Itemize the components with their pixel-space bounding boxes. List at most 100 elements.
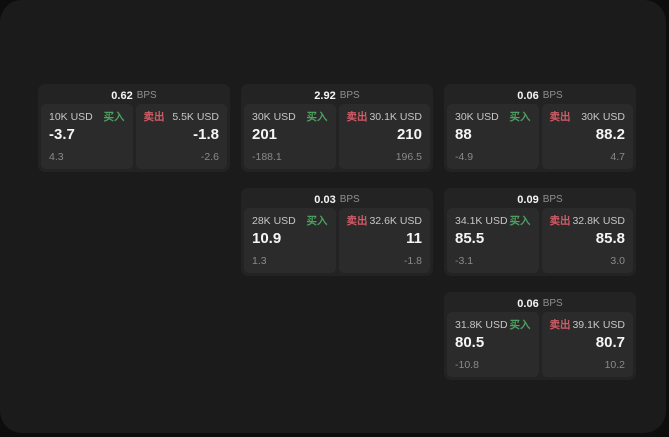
spread-unit: BPS [542, 90, 563, 101]
sell-tile-top-row: 卖出 30.1K USD [347, 111, 423, 123]
spread-value: 2.92 [314, 89, 336, 102]
buy-side-label: 买入 [306, 111, 328, 123]
spread-value: 0.62 [111, 89, 133, 102]
buy-tile[interactable]: 30K USD 买入 201 -188.1 [244, 104, 336, 169]
sell-side-label: 卖出 [549, 319, 571, 331]
buy-side-label: 买入 [509, 319, 531, 331]
buy-price: 10.9 [252, 230, 282, 247]
buy-delta: -10.8 [455, 359, 479, 371]
sell-notional: 30K USD [581, 111, 625, 123]
sell-notional: 5.5K USD [172, 111, 219, 123]
sell-notional: 30.1K USD [369, 111, 422, 123]
quote-card: 0.06 BPS 30K USD 买入 88 -4.9 卖出 30K USD [444, 84, 636, 172]
buy-delta: -188.1 [252, 151, 282, 163]
buy-price: -3.7 [49, 126, 75, 143]
sell-side-label: 卖出 [346, 215, 368, 227]
sell-price: 88.2 [595, 126, 625, 143]
buy-price: 88 [455, 126, 472, 143]
buy-delta: 1.3 [252, 255, 267, 267]
quote-card-body: 34.1K USD 买入 85.5 -3.1 卖出 32.8K USD 85.8… [447, 208, 633, 273]
sell-delta: 3.0 [610, 255, 625, 267]
quote-card: 2.92 BPS 30K USD 买入 201 -188.1 卖出 30.1K … [241, 84, 433, 172]
buy-notional: 10K USD [49, 111, 93, 123]
sell-price: 210 [396, 126, 422, 143]
buy-delta: -4.9 [455, 151, 474, 163]
quote-card-body: 30K USD 买入 88 -4.9 卖出 30K USD 88.2 4.7 [447, 104, 633, 169]
sell-tile-top-row: 卖出 30K USD [550, 111, 626, 123]
sell-delta: 196.5 [395, 151, 422, 163]
buy-notional: 28K USD [252, 215, 296, 227]
sell-price: 80.7 [595, 334, 625, 351]
sell-tile-top-row: 卖出 32.6K USD [347, 215, 423, 227]
quote-card: 0.03 BPS 28K USD 买入 10.9 1.3 卖出 32.6K US… [241, 188, 433, 276]
spread-unit: BPS [542, 298, 563, 309]
sell-tile[interactable]: 卖出 32.6K USD 11 -1.8 [338, 208, 430, 273]
spread-header: 0.06 BPS [447, 295, 633, 312]
buy-price: 80.5 [455, 334, 485, 351]
quote-card: 0.62 BPS 10K USD 买入 -3.7 4.3 卖出 5.5K USD [38, 84, 230, 172]
sell-tile[interactable]: 卖出 30.1K USD 210 196.5 [338, 104, 430, 169]
spread-unit: BPS [542, 194, 563, 205]
spread-value: 0.06 [517, 297, 539, 310]
buy-delta: -3.1 [455, 255, 474, 267]
sell-price: -1.8 [193, 126, 219, 143]
buy-tile[interactable]: 10K USD 买入 -3.7 4.3 [41, 104, 133, 169]
sell-side-label: 卖出 [346, 111, 368, 123]
spread-unit: BPS [339, 194, 360, 205]
spread-unit: BPS [136, 90, 157, 101]
spread-header: 0.06 BPS [447, 87, 633, 104]
quote-card: 0.09 BPS 34.1K USD 买入 85.5 -3.1 卖出 32.8K… [444, 188, 636, 276]
buy-tile-top-row: 34.1K USD 买入 [455, 215, 531, 227]
buy-notional: 31.8K USD [455, 319, 508, 331]
sell-delta: -2.6 [200, 151, 219, 163]
sell-tile[interactable]: 卖出 39.1K USD 80.7 10.2 [541, 312, 633, 377]
sell-side-label: 卖出 [549, 215, 571, 227]
sell-price: 11 [406, 230, 422, 247]
quote-card-body: 30K USD 买入 201 -188.1 卖出 30.1K USD 210 1… [244, 104, 430, 169]
sell-price: 85.8 [595, 230, 625, 247]
sell-tile-top-row: 卖出 32.8K USD [550, 215, 626, 227]
sell-delta: -1.8 [403, 255, 422, 267]
buy-notional: 30K USD [252, 111, 296, 123]
spread-unit: BPS [339, 90, 360, 101]
buy-side-label: 买入 [509, 111, 531, 123]
buy-side-label: 买入 [103, 111, 125, 123]
spread-value: 0.06 [517, 89, 539, 102]
buy-price: 85.5 [455, 230, 485, 247]
buy-tile[interactable]: 31.8K USD 买入 80.5 -10.8 [447, 312, 539, 377]
buy-price: 201 [252, 126, 278, 143]
buy-tile-top-row: 10K USD 买入 [49, 111, 125, 123]
sell-tile-top-row: 卖出 5.5K USD [144, 111, 220, 123]
buy-notional: 34.1K USD [455, 215, 508, 227]
spread-header: 0.62 BPS [41, 87, 227, 104]
quote-card-body: 31.8K USD 买入 80.5 -10.8 卖出 39.1K USD 80.… [447, 312, 633, 377]
sell-delta: 10.2 [604, 359, 625, 371]
buy-side-label: 买入 [509, 215, 531, 227]
buy-side-label: 买入 [306, 215, 328, 227]
buy-tile-top-row: 30K USD 买入 [455, 111, 531, 123]
buy-tile-top-row: 28K USD 买入 [252, 215, 328, 227]
spread-value: 0.03 [314, 193, 336, 206]
sell-delta: 4.7 [610, 151, 625, 163]
quote-card: 0.06 BPS 31.8K USD 买入 80.5 -10.8 卖出 39.1… [444, 292, 636, 380]
sell-tile[interactable]: 卖出 30K USD 88.2 4.7 [541, 104, 633, 169]
sell-tile[interactable]: 卖出 32.8K USD 85.8 3.0 [541, 208, 633, 273]
sell-side-label: 卖出 [549, 111, 571, 123]
sell-tile[interactable]: 卖出 5.5K USD -1.8 -2.6 [135, 104, 227, 169]
sell-tile-top-row: 卖出 39.1K USD [550, 319, 626, 331]
spread-value: 0.09 [517, 193, 539, 206]
buy-tile-top-row: 30K USD 买入 [252, 111, 328, 123]
buy-tile[interactable]: 30K USD 买入 88 -4.9 [447, 104, 539, 169]
buy-notional: 30K USD [455, 111, 499, 123]
sell-notional: 32.6K USD [369, 215, 422, 227]
buy-tile[interactable]: 34.1K USD 买入 85.5 -3.1 [447, 208, 539, 273]
buy-tile-top-row: 31.8K USD 买入 [455, 319, 531, 331]
quote-card-body: 10K USD 买入 -3.7 4.3 卖出 5.5K USD -1.8 -2.… [41, 104, 227, 169]
spread-header: 2.92 BPS [244, 87, 430, 104]
buy-delta: 4.3 [49, 151, 64, 163]
buy-tile[interactable]: 28K USD 买入 10.9 1.3 [244, 208, 336, 273]
quote-card-body: 28K USD 买入 10.9 1.3 卖出 32.6K USD 11 -1.8 [244, 208, 430, 273]
sell-notional: 39.1K USD [572, 319, 625, 331]
